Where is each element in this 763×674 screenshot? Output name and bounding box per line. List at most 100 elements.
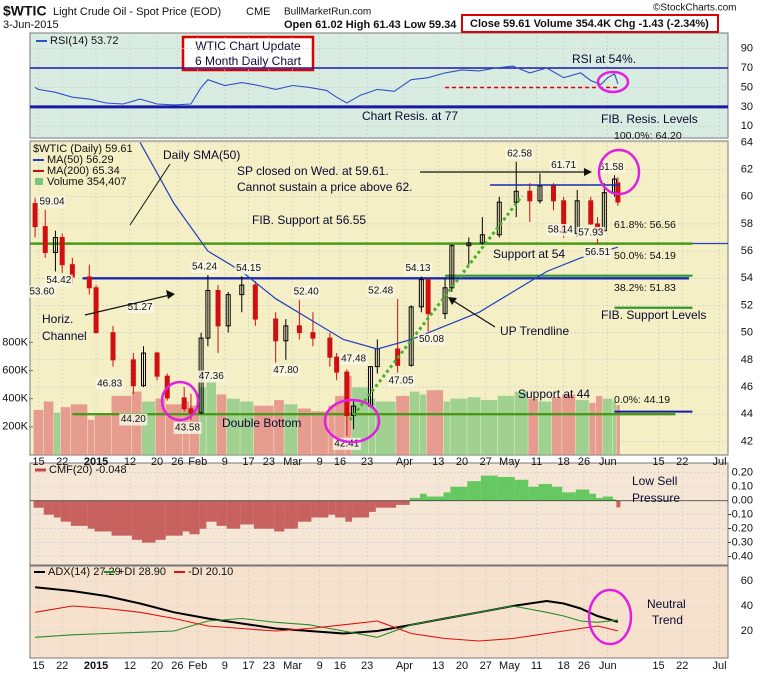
site: BullMarketRun.com: [284, 7, 371, 18]
price-label: 56.51: [585, 247, 610, 258]
x-tick-label: 26: [578, 456, 590, 468]
volume-bar: [616, 405, 620, 455]
x-tick-label: Mar: [283, 456, 302, 468]
support-label: FIB. Support at 56.55: [252, 213, 366, 227]
fib-label: 38.2%: 51.83: [614, 282, 676, 294]
x-tick-label: 9: [317, 456, 323, 468]
y-tick-label: 44: [741, 408, 753, 420]
candle-body: [351, 405, 357, 417]
price-label-bg: [583, 246, 612, 259]
x-tick-label: 23: [263, 456, 275, 468]
cmf-bar: [142, 500, 156, 543]
price-label: 59.04: [40, 196, 65, 207]
x-tick-label: 2015: [84, 456, 108, 468]
x-tick-label: 27: [480, 456, 492, 468]
candle-body: [615, 182, 621, 203]
volume-bar: [33, 409, 44, 455]
price-label-bg: [387, 374, 416, 387]
x-tick-label: 22: [56, 660, 68, 672]
cmf-bar: [450, 486, 468, 501]
candle-body: [588, 200, 594, 225]
price-label-bg: [95, 377, 124, 390]
cmf-bar: [297, 500, 312, 522]
price-label-bg: [271, 364, 300, 377]
annotation: Trend: [652, 613, 683, 627]
x-tick-label: 9: [222, 456, 228, 468]
x-tick-label: 18: [558, 456, 570, 468]
x-tick-label: 2015: [84, 660, 108, 672]
cmf-bar: [311, 500, 329, 518]
price-label-bg: [417, 333, 446, 346]
cmf-bar: [409, 497, 420, 501]
price-label: 50.08: [419, 334, 444, 345]
arrow-head: [584, 168, 592, 176]
y-tick-label: 46: [741, 381, 753, 393]
price-label: 47.36: [199, 371, 224, 382]
price-label: 58.14: [548, 225, 573, 236]
y-tick-label: 62: [741, 163, 753, 175]
candle-body: [86, 276, 92, 289]
volume-bar: [206, 381, 217, 455]
cmf-bar: [206, 500, 217, 522]
series-line: [35, 586, 619, 635]
y-tick-label: 56: [741, 245, 753, 257]
y-tick-label: 70: [741, 62, 753, 74]
candle-body: [181, 397, 187, 410]
price-label: 43.58: [175, 423, 200, 434]
x-tick-label: 20: [151, 660, 163, 672]
date: 3-Jun-2015: [3, 19, 59, 31]
volume-tick-label: 400K: [2, 393, 28, 405]
copyright: ©StockCharts.com: [653, 3, 737, 14]
highlight-circle: [596, 70, 630, 94]
x-tick-label: Jun: [599, 660, 617, 672]
cmf-bar: [43, 500, 54, 515]
legend-label: +DI 28.90: [118, 566, 166, 578]
price-label-bg: [190, 261, 219, 274]
cmf-bar: [552, 486, 563, 501]
close-box: [461, 14, 719, 33]
price-label-bg: [403, 262, 432, 275]
price-label-bg: [549, 159, 578, 172]
price-label: 53.60: [29, 286, 54, 297]
legend-label: Volume 354,407: [47, 176, 127, 188]
candle-body: [32, 203, 38, 228]
x-tick-label: 12: [124, 456, 136, 468]
arrow: [451, 299, 496, 328]
cmf-bar: [253, 500, 275, 529]
plot-area: 15 22 2015 12 20 26 Feb 9 17 23 Mar 9 16 23 Apr 13 20 27 M…: [2, 33, 753, 672]
volume-bar: [480, 400, 498, 455]
candle-body: [327, 337, 333, 358]
annotation: Low Sell: [632, 474, 677, 488]
price-label-bg: [119, 413, 148, 426]
candle-body: [513, 190, 519, 203]
candle-body: [418, 279, 424, 308]
cmf-bar: [345, 500, 353, 522]
volume-bar: [328, 405, 335, 455]
cmf-bar: [274, 500, 285, 532]
candle-body: [344, 371, 350, 417]
volume-bar: [528, 398, 538, 455]
box-title: WTIC Chart Update: [195, 39, 301, 53]
x-tick-label: 15: [32, 660, 44, 672]
price-label: 61.58: [599, 162, 624, 173]
panel-0: [30, 65, 728, 109]
title-box: [181, 35, 315, 72]
candle-body: [188, 408, 194, 414]
candle-body: [154, 352, 160, 377]
candle-body: [479, 234, 485, 244]
cmf-bar: [111, 500, 132, 536]
annotation: Double Bottom: [222, 416, 301, 430]
candle-body: [310, 332, 316, 339]
cmf-bar: [562, 492, 576, 501]
y-tick-label: 58: [741, 218, 753, 230]
x-tick-label: Jul: [712, 456, 726, 468]
highlight-circle: [160, 380, 200, 422]
x-tick-label: 12: [124, 660, 136, 672]
volume-bar: [538, 401, 552, 455]
price-label: 57.93: [578, 228, 603, 239]
y-tick-label: 50: [741, 81, 753, 93]
volume-bar: [284, 404, 298, 455]
x-tick-label: 11: [531, 660, 542, 672]
x-tick-label: 26: [578, 660, 590, 672]
volume-bar: [552, 397, 562, 455]
